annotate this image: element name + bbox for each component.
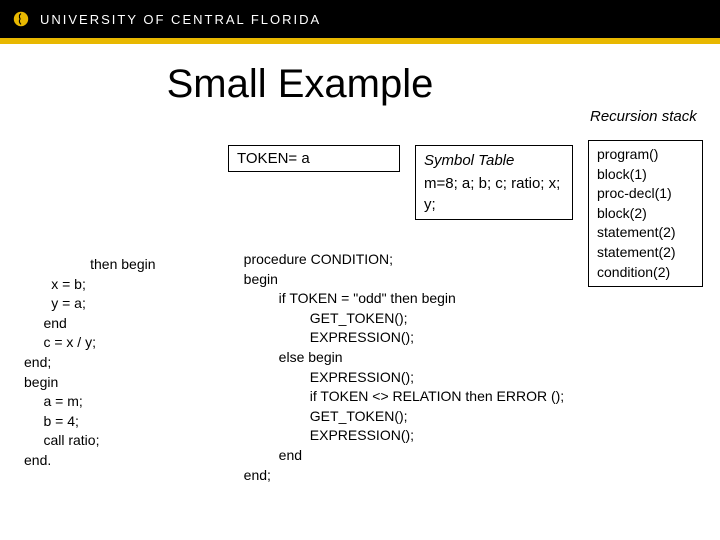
ucf-logo-icon xyxy=(12,10,30,28)
stack-item: block(1) xyxy=(597,165,694,185)
symbol-table-header: Symbol Table xyxy=(424,150,564,171)
left-code-block: then begin x = b; y = a; end c = x / y; … xyxy=(24,255,156,471)
university-name: UNIVERSITY OF CENTRAL FLORIDA xyxy=(40,12,321,27)
token-box: TOKEN= a xyxy=(228,145,400,172)
page-title: Small Example xyxy=(0,62,720,107)
header-bar: UNIVERSITY OF CENTRAL FLORIDA xyxy=(0,0,720,38)
right-code-block: procedure CONDITION; begin if TOKEN = "o… xyxy=(232,250,564,485)
stack-item: program() xyxy=(597,145,694,165)
stack-item: block(2) xyxy=(597,204,694,224)
stack-item: condition(2) xyxy=(597,263,694,283)
symbol-table-box: Symbol Table m=8; a; b; c; ratio; x; y; xyxy=(415,145,573,220)
recursion-stack-title: Recursion stack xyxy=(590,108,697,125)
stack-item: proc-decl(1) xyxy=(597,184,694,204)
recursion-stack-box: program() block(1) proc-decl(1) block(2)… xyxy=(588,140,703,287)
symbol-table-content: m=8; a; b; c; ratio; x; y; xyxy=(424,173,564,215)
stack-item: statement(2) xyxy=(597,243,694,263)
accent-bar xyxy=(0,38,720,44)
token-label: TOKEN= a xyxy=(237,150,310,167)
stack-item: statement(2) xyxy=(597,223,694,243)
